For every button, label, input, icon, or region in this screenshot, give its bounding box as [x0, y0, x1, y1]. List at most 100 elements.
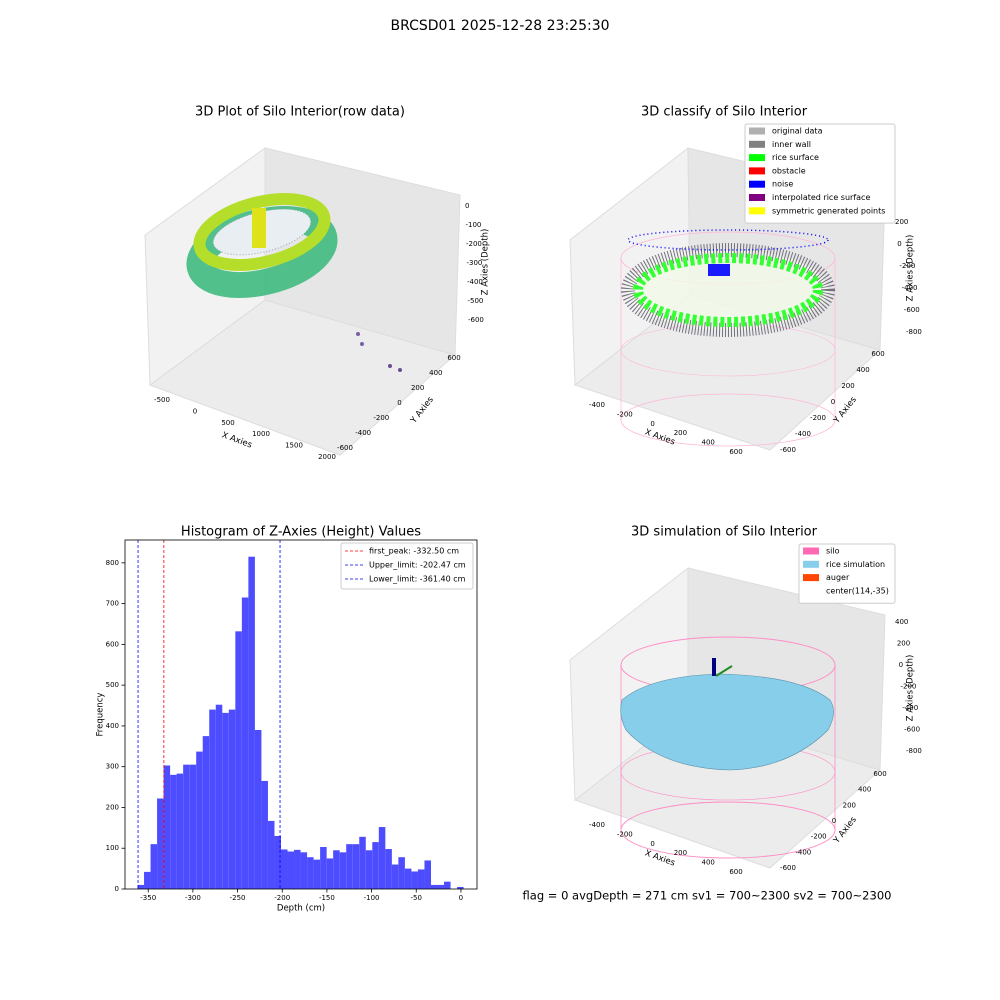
bar — [307, 857, 314, 889]
legend-label: center(114,-35) — [826, 586, 889, 595]
z-tick-label: 200 — [897, 640, 910, 648]
legend-swatch — [803, 547, 819, 555]
legend-label: interpolated rice surface — [772, 193, 870, 202]
y-tick-label: 600 — [106, 640, 119, 648]
bar — [235, 631, 242, 889]
legend-label: Upper_limit: -202.47 cm — [369, 561, 466, 570]
x-tick-label: 400 — [702, 859, 715, 867]
bar — [398, 857, 405, 889]
x-tick-label: 2000 — [318, 453, 336, 461]
x-tick-label: 0 — [459, 894, 463, 902]
x-tick-label: -500 — [154, 396, 170, 404]
y-tick-label: 400 — [429, 369, 442, 377]
bar — [157, 798, 164, 889]
bar — [196, 751, 203, 889]
y-tick-label: 500 — [106, 681, 119, 689]
bar — [313, 859, 321, 889]
z-tick-label: -400 — [902, 284, 918, 292]
bar — [150, 844, 158, 889]
bar — [339, 852, 347, 889]
y-axis-label: Y Axies — [831, 395, 859, 427]
y-tick-label: 0 — [832, 817, 836, 825]
legend-label: first_peak: -332.50 cm — [369, 547, 459, 556]
bar — [261, 780, 268, 889]
bar — [215, 704, 223, 889]
x-tick-label: 200 — [674, 849, 687, 857]
x-axis-label: Depth (cm) — [277, 904, 325, 914]
y-tick-label: -600 — [337, 444, 353, 452]
classified-cloud — [620, 229, 836, 447]
y-tick-label: -400 — [795, 430, 811, 438]
legend-label: inner wall — [772, 140, 811, 149]
plot-frame — [124, 539, 478, 890]
bar — [228, 709, 236, 889]
legend-swatch — [803, 574, 819, 582]
bar — [424, 860, 431, 889]
z-tick-label: -300 — [467, 259, 483, 267]
silo-simulation — [620, 636, 836, 859]
bar — [404, 868, 412, 889]
bar — [385, 849, 392, 889]
bar — [241, 597, 249, 889]
z-tick-label: -200 — [901, 683, 917, 691]
bar — [365, 850, 373, 889]
legend-box — [340, 542, 474, 590]
y-tick-label: 600 — [871, 350, 884, 358]
bar — [294, 849, 301, 889]
y-tick-label: 200 — [411, 384, 424, 392]
x-tick-label: 1000 — [252, 430, 270, 438]
z-tick-label: 0 — [899, 661, 903, 669]
bar — [274, 835, 281, 889]
z-tick-label: 200 — [895, 218, 908, 226]
x-tick-label: -400 — [589, 821, 605, 829]
legend-swatch — [749, 207, 765, 215]
y-tick-label: 600 — [447, 354, 460, 362]
z-tick-label: -100 — [466, 221, 482, 229]
y-tick-label: 100 — [106, 844, 119, 852]
z-tick-label: -800 — [906, 328, 922, 336]
legend-swatch — [803, 587, 819, 595]
legend-box — [798, 543, 896, 604]
legend-label: auger — [826, 573, 850, 582]
z-axis-label: Z Axies (Depth) — [481, 229, 491, 296]
bar — [417, 869, 425, 889]
bar — [176, 773, 184, 889]
x-axis-label: X Axies — [643, 427, 676, 447]
x-tick-label: -100 — [364, 894, 380, 902]
z-tick-label: -400 — [902, 704, 918, 712]
z-tick-label: -600 — [904, 726, 920, 734]
legend-swatch — [749, 127, 765, 135]
x-tick-label: 1500 — [285, 442, 303, 450]
legend-label: silo — [826, 547, 840, 556]
bar — [170, 774, 177, 889]
y-axis-label: Y Axies — [408, 395, 436, 427]
legend-swatch — [749, 154, 765, 162]
z-tick-label: 0 — [465, 202, 469, 210]
x-tick-label: -200 — [617, 410, 633, 418]
bar — [372, 842, 379, 889]
legend-label: rice surface — [772, 153, 819, 162]
bar — [378, 827, 386, 889]
z-tick-label: -400 — [467, 278, 483, 286]
bar — [183, 764, 190, 889]
x-tick-label: -300 — [185, 894, 201, 902]
x-tick-label: -50 — [411, 894, 422, 902]
y-tick-label: -200 — [810, 414, 826, 422]
legend-box — [744, 123, 896, 224]
y-tick-label: 300 — [106, 763, 119, 771]
y-tick-label: 200 — [106, 803, 119, 811]
bar — [280, 849, 288, 889]
y-tick-label: 0 — [115, 885, 119, 893]
x-tick-label: 0 — [650, 420, 654, 428]
panel-title: 3D simulation of Silo Interior — [631, 525, 818, 540]
z-tick-label: 0 — [897, 240, 901, 248]
x-tick-label: 500 — [221, 419, 234, 427]
y-tick-label: -200 — [811, 833, 827, 841]
legend-label: obstacle — [772, 166, 806, 175]
bar — [457, 886, 464, 889]
x-tick-label: 0 — [193, 407, 197, 415]
y-tick-label: 600 — [873, 770, 886, 778]
y-tick-label: -400 — [795, 848, 811, 856]
legend-label: Lower_limit: -361.40 cm — [369, 575, 466, 584]
